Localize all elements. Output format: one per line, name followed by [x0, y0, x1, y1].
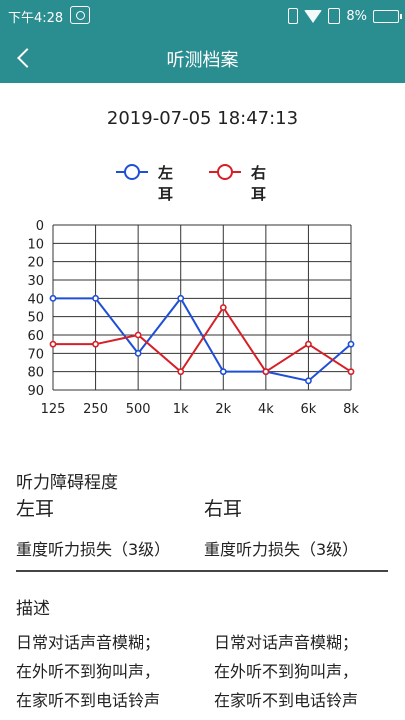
series-line-right-ear	[53, 305, 352, 374]
y-tick-label: 70	[27, 347, 44, 362]
sim-icon	[328, 8, 341, 24]
x-tick-label: 4k	[258, 402, 274, 417]
y-tick-label: 80	[27, 366, 44, 381]
x-tick-label: 2k	[215, 402, 231, 417]
data-point-right-ear	[92, 340, 99, 348]
wifi-icon	[304, 9, 323, 23]
status-time: 下午4:28	[8, 11, 64, 26]
status-icons: 8%	[288, 6, 402, 26]
y-tick-label: 40	[27, 292, 44, 307]
chart-legend: 左耳 右耳	[0, 158, 405, 203]
right-ear-level: 重度听力损失（3级）	[204, 540, 359, 559]
left-ear-description: 日常对话声音模糊； 在外听不到狗叫声， 在家听不到电话铃声	[16, 628, 160, 715]
audiogram-chart: 0 10 20 30 40 50 60 70 80 90 125 250 500 1k 2k 4k 6k 8k	[27, 219, 359, 417]
y-tick-label: 90	[27, 384, 44, 399]
data-point-right-ear	[262, 368, 270, 376]
vibrate-icon	[288, 8, 299, 24]
description-line: 日常对话声音模糊；	[16, 633, 161, 652]
description-line: 日常对话声音模糊；	[214, 633, 359, 652]
series-line-left-ear	[53, 296, 352, 382]
y-tick-label: 20	[27, 256, 44, 271]
data-point-left-ear	[347, 340, 355, 348]
description-line: 在外听不到狗叫声，	[214, 662, 359, 681]
data-point-left-ear	[305, 377, 312, 385]
data-point-left-ear	[92, 294, 99, 302]
data-point-right-ear	[177, 368, 185, 376]
screenshot-icon	[70, 6, 90, 24]
data-point-left-ear	[219, 368, 227, 376]
right-ear-label: 右耳	[204, 498, 243, 520]
battery-icon	[373, 9, 402, 23]
data-point-right-ear	[305, 340, 312, 348]
y-tick-label: 10	[27, 237, 44, 252]
left-ear-level: 重度听力损失（3级）	[16, 540, 171, 559]
divider	[16, 570, 388, 572]
status-bar: 下午4:28 8%	[0, 0, 405, 32]
y-tick-label: 30	[27, 274, 44, 289]
hearing-impairment-title: 听力障碍程度	[16, 473, 118, 493]
data-point-right-ear	[347, 368, 355, 376]
description-title: 描述	[16, 599, 50, 619]
legend-right-ear-marker	[209, 164, 241, 180]
right-ear-description: 日常对话声音模糊； 在外听不到狗叫声， 在家听不到电话铃声	[214, 628, 358, 715]
record-datetime: 2019-07-05 18:47:13	[106, 108, 299, 129]
page-title: 听测档案	[166, 50, 239, 71]
description-line: 在家听不到电话铃声	[16, 691, 161, 710]
data-point-left-ear	[134, 349, 142, 357]
x-tick-label: 1k	[173, 402, 189, 417]
app-bar: 听测档案	[0, 32, 405, 83]
data-point-left-ear	[177, 294, 185, 302]
description-line: 在外听不到狗叫声，	[16, 662, 161, 681]
legend-left-ear-label: 左耳	[158, 164, 174, 203]
data-point-left-ear	[49, 294, 57, 302]
data-point-right-ear	[134, 331, 142, 339]
x-tick-label: 8k	[343, 402, 359, 417]
x-tick-label: 125	[41, 402, 66, 417]
y-tick-label: 0	[36, 219, 44, 234]
y-tick-label: 50	[27, 311, 44, 326]
data-point-right-ear	[219, 304, 227, 311]
legend-left-ear-marker	[116, 164, 148, 180]
battery-percent: 8%	[346, 8, 367, 24]
data-point-right-ear	[49, 340, 57, 348]
description-line: 在家听不到电话铃声	[214, 691, 359, 710]
left-ear-label: 左耳	[16, 498, 55, 520]
x-tick-label: 6k	[301, 402, 317, 417]
x-tick-label: 250	[83, 402, 108, 417]
y-tick-label: 60	[27, 329, 44, 344]
x-tick-label: 500	[126, 402, 151, 417]
legend-right-ear-label: 右耳	[251, 164, 267, 203]
